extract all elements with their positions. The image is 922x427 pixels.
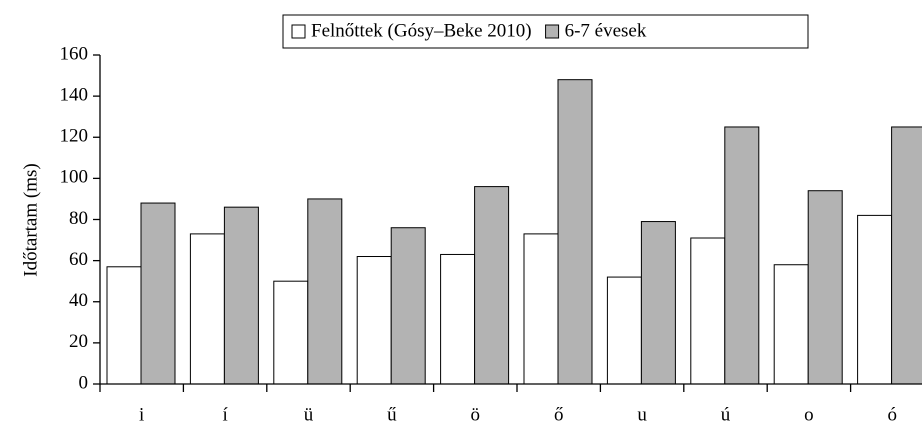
y-tick-label: 20 (69, 331, 88, 352)
bar (557, 79, 593, 385)
bar (807, 190, 843, 385)
bar (307, 198, 343, 385)
bar (273, 280, 309, 385)
y-tick-label: 140 (60, 84, 89, 105)
bar (857, 214, 893, 385)
bar (773, 264, 809, 385)
y-tick-label: 40 (69, 290, 88, 311)
y-tick-label: 160 (60, 43, 89, 64)
legend-label: 6-7 évesek (565, 20, 647, 41)
x-tick-label: i (139, 404, 144, 425)
y-tick-label: 0 (79, 372, 89, 393)
bar (223, 206, 259, 385)
x-tick-label: ő (554, 404, 564, 425)
bar (724, 126, 760, 385)
bar (606, 276, 642, 385)
legend-label: Felnőttek (Gósy–Beke 2010) (311, 20, 532, 41)
x-tick-label: ö (471, 404, 481, 425)
bar (440, 253, 476, 385)
x-tick-label: ú (721, 404, 731, 425)
x-tick-label: ű (387, 404, 397, 425)
bar (390, 227, 426, 385)
bar (523, 233, 559, 385)
bar (106, 266, 142, 385)
y-tick-label: 60 (69, 249, 88, 270)
bar (189, 233, 225, 385)
bar (356, 256, 392, 385)
x-tick-label: o (804, 404, 814, 425)
bar (690, 237, 726, 385)
bar (474, 186, 510, 385)
y-tick-label: 100 (60, 167, 89, 188)
bar (891, 126, 922, 385)
x-tick-label: ó (888, 404, 898, 425)
bar (140, 202, 176, 385)
x-tick-label: u (637, 404, 647, 425)
x-tick-label: ü (304, 404, 314, 425)
bar (640, 221, 676, 385)
y-tick-label: 120 (60, 126, 89, 147)
legend-swatch (545, 24, 560, 39)
y-tick-label: 80 (69, 208, 88, 229)
y-axis-label: Időtartam (ms) (20, 163, 41, 276)
x-tick-label: í (222, 404, 228, 425)
legend-swatch (291, 24, 306, 39)
